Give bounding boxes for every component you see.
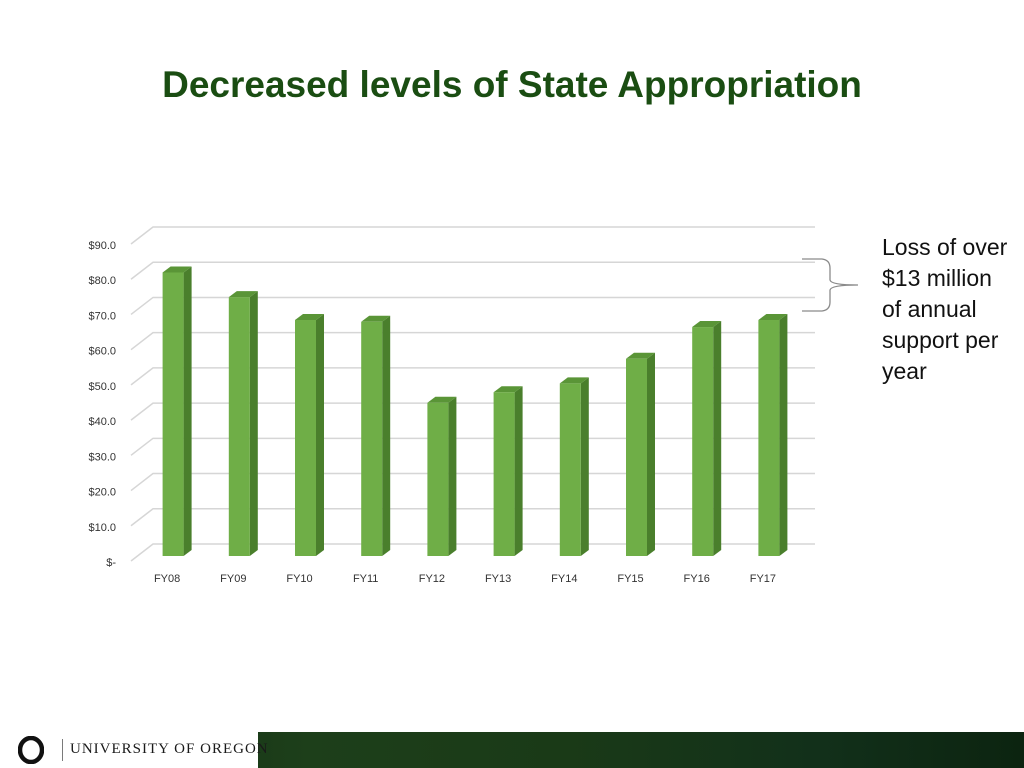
y-tick-label: $30.0 [88, 451, 116, 463]
bar-FY11 [361, 315, 391, 556]
bar-top [361, 315, 391, 322]
y-tick-label: $60.0 [88, 346, 116, 358]
x-tick-label: FY17 [750, 573, 776, 585]
y-tick-label: $80.0 [88, 275, 116, 287]
bar-FY16 [692, 321, 722, 556]
bar-side [713, 321, 722, 556]
bar-front [626, 358, 647, 556]
bar-side [779, 314, 788, 556]
gridline-50 [130, 367, 815, 386]
bar-front [295, 320, 316, 556]
gridline-20 [130, 472, 815, 492]
bar-side [382, 315, 391, 556]
y-tick-label: $20.0 [88, 487, 116, 499]
x-tick-label: FY14 [551, 573, 577, 585]
y-tick-label: $- [106, 557, 116, 569]
x-tick-label: FY09 [220, 573, 246, 585]
bar-front [228, 297, 250, 556]
footer-divider [62, 739, 63, 761]
chart-gridlines [130, 226, 815, 562]
university-name: UNIVERSITY OF OREGON [70, 741, 269, 757]
bar-side [249, 291, 258, 556]
gridline-80 [130, 261, 815, 280]
bar-top [559, 377, 589, 384]
gridline-60 [130, 331, 815, 351]
x-tick-label: FY10 [286, 573, 312, 585]
gridline-70 [130, 296, 815, 316]
footer-brand: UNIVERSITY OF OREGON [0, 732, 268, 768]
gridline-40 [130, 402, 815, 421]
x-tick-label: FY11 [353, 573, 378, 585]
bar-side [448, 396, 457, 556]
bar-FY14 [559, 377, 589, 556]
gridline-0 [130, 543, 815, 562]
brace-icon [802, 258, 859, 312]
y-tick-label: $90.0 [88, 240, 116, 252]
bar-front [162, 272, 184, 556]
bar-top [427, 396, 457, 403]
x-axis-ticks: FY08 FY09 FY10 FY11 FY12 FY13 FY14 FY15 FY16 FY17 [154, 573, 776, 585]
bar-side [183, 266, 192, 556]
gridline-30 [130, 437, 815, 456]
bar-front [559, 383, 581, 556]
slide-title: Decreased levels of State Appropriation [162, 64, 862, 105]
bar-front [427, 402, 449, 556]
o-logo-icon [18, 736, 44, 764]
bar-FY15 [626, 352, 655, 556]
annotation-brace [802, 258, 859, 312]
bar-side [647, 352, 655, 556]
x-tick-label: FY13 [485, 573, 511, 585]
footer-bar: UNIVERSITY OF OREGON [0, 732, 1024, 768]
y-tick-label: $70.0 [88, 310, 116, 322]
bar-front [493, 392, 515, 556]
x-tick-label: FY16 [684, 573, 710, 585]
bar-front [692, 327, 714, 556]
y-tick-label: $40.0 [88, 416, 116, 428]
x-tick-label: FY08 [154, 573, 180, 585]
bar-top [295, 314, 324, 321]
bar-top [228, 291, 258, 298]
bar-FY10 [295, 314, 324, 556]
bar-FY17 [758, 314, 788, 556]
bar-side [580, 377, 589, 556]
y-tick-label: $10.0 [88, 522, 116, 534]
bar-FY08 [162, 266, 192, 556]
bar-side [514, 386, 523, 556]
bar-top [162, 266, 192, 273]
bar-FY13 [493, 386, 523, 556]
gridline-90 [130, 226, 815, 245]
bar-top [692, 321, 722, 328]
y-axis-ticks: $- $10.0 $20.0 $30.0 $40.0 $50.0 $60.0 $70.0 $80… [88, 240, 116, 569]
bar-side [316, 314, 324, 556]
x-tick-label: FY12 [419, 573, 445, 585]
chart-bars [162, 266, 788, 556]
bar-top [758, 314, 788, 321]
loss-annotation: Loss of over $13 million of annual suppo… [882, 234, 1008, 384]
y-tick-label: $50.0 [88, 381, 116, 393]
gridline-10 [130, 508, 815, 527]
bar-FY12 [427, 396, 457, 556]
bar-FY09 [228, 291, 258, 556]
bar-front [361, 321, 383, 556]
bar-top [493, 386, 523, 393]
bar-top [626, 352, 655, 359]
bar-front [758, 320, 780, 556]
x-tick-label: FY15 [617, 573, 643, 585]
